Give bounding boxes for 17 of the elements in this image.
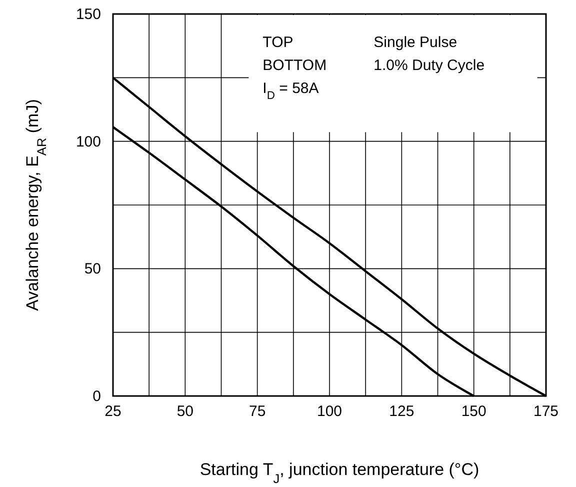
annotation: Single Pulse [374,34,458,51]
x-tick-label: 25 [104,403,122,420]
x-tick-label: 50 [176,403,194,420]
y-tick-label: 50 [84,260,101,278]
x-axis-title: Starting T$_{J}$, junction temperature (°C) [200,460,480,486]
y-tick-label: 0 [92,388,101,405]
annotation: BOTTOM [262,57,327,74]
x-tick-label: 175 [533,403,559,420]
annotation: 1.0% Duty Cycle [374,57,485,74]
y-tick-label: 100 [76,133,101,150]
x-tick-label: 125 [389,403,414,420]
y-tick-label: 150 [76,6,101,23]
annotation: TOP [262,34,294,51]
annotation: I$_{D}$ = 58A [262,80,319,102]
x-tick-label: 100 [316,403,342,420]
x-tick-label: 150 [461,403,486,420]
x-tick-label: 75 [248,403,266,420]
